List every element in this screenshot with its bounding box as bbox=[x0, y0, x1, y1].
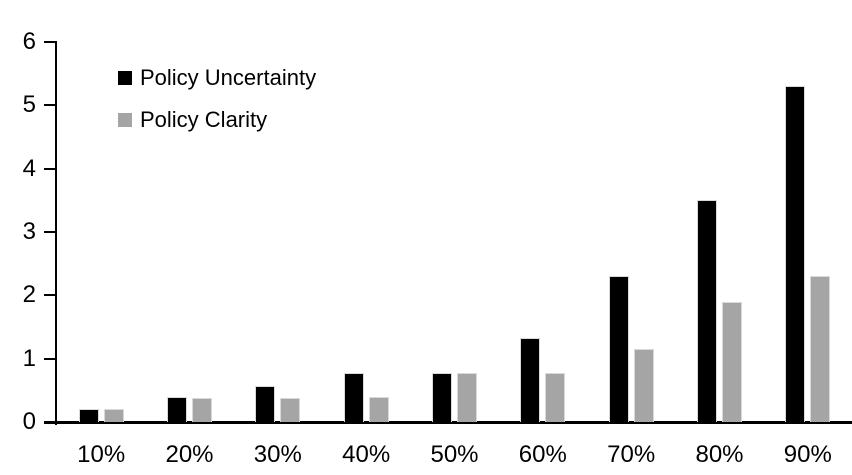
bar-policy-clarity-50- bbox=[457, 373, 477, 422]
y-tick-label: 6 bbox=[22, 28, 36, 55]
bar-policy-uncertainty-40- bbox=[343, 373, 364, 422]
bar-policy-uncertainty-10- bbox=[78, 409, 99, 422]
bar-policy-clarity-70- bbox=[633, 349, 654, 422]
y-tick bbox=[44, 104, 57, 107]
legend-label-policy-clarity: Policy Clarity bbox=[140, 107, 268, 132]
bar-policy-clarity-10- bbox=[103, 409, 124, 422]
x-axis-label-30-: 30% bbox=[253, 441, 302, 468]
legend-item-policy-clarity: Policy Clarity bbox=[118, 106, 316, 134]
x-axis-label-50-: 50% bbox=[430, 441, 479, 468]
bar-policy-uncertainty-80- bbox=[697, 200, 717, 422]
bar-policy-clarity-60- bbox=[545, 373, 566, 422]
bar-policy-uncertainty-70- bbox=[608, 276, 629, 422]
bar-policy-clarity-20- bbox=[192, 397, 212, 422]
y-tick-label: 3 bbox=[22, 218, 36, 245]
y-tick-label: 2 bbox=[22, 281, 36, 309]
y-tick-label: 4 bbox=[22, 154, 36, 182]
bar-policy-uncertainty-50- bbox=[432, 372, 452, 422]
y-tick bbox=[44, 231, 57, 233]
x-axis-label-10-: 10% bbox=[77, 441, 126, 468]
legend-item-policy-uncertainty: Policy Uncertainty bbox=[118, 64, 316, 92]
bar-policy-clarity-90- bbox=[810, 276, 831, 422]
y-tick bbox=[44, 41, 57, 43]
y-tick bbox=[44, 357, 57, 360]
x-axis-label-70-: 70% bbox=[607, 441, 656, 468]
x-axis-label-80-: 80% bbox=[695, 441, 744, 468]
y-tick-label: 5 bbox=[22, 91, 36, 119]
x-axis-line bbox=[44, 421, 852, 424]
bar-policy-uncertainty-20- bbox=[167, 396, 187, 422]
x-axis-label-20-: 20% bbox=[165, 441, 214, 468]
y-tick bbox=[44, 421, 57, 423]
legend-swatch-policy-uncertainty-icon bbox=[118, 71, 132, 85]
x-axis-label-60-: 60% bbox=[518, 441, 567, 468]
bar-policy-clarity-40- bbox=[368, 397, 389, 422]
y-axis-line bbox=[55, 42, 57, 425]
legend: Policy Uncertainty Policy Clarity bbox=[118, 64, 316, 148]
bar-policy-clarity-30- bbox=[280, 397, 301, 422]
x-axis-label-40-: 40% bbox=[342, 441, 391, 468]
legend-swatch-policy-clarity-icon bbox=[118, 113, 132, 127]
legend-label-policy-uncertainty: Policy Uncertainty bbox=[140, 65, 317, 90]
x-axis-label-90-: 90% bbox=[783, 441, 832, 468]
y-tick bbox=[44, 167, 57, 170]
y-tick-label: 1 bbox=[22, 344, 36, 372]
bar-policy-uncertainty-90- bbox=[785, 86, 806, 422]
y-tick bbox=[44, 294, 57, 297]
bar-policy-clarity-80- bbox=[722, 301, 742, 422]
bar-policy-uncertainty-60- bbox=[520, 337, 541, 422]
y-tick-label: 0 bbox=[22, 408, 36, 435]
bar-policy-uncertainty-30- bbox=[255, 385, 276, 422]
